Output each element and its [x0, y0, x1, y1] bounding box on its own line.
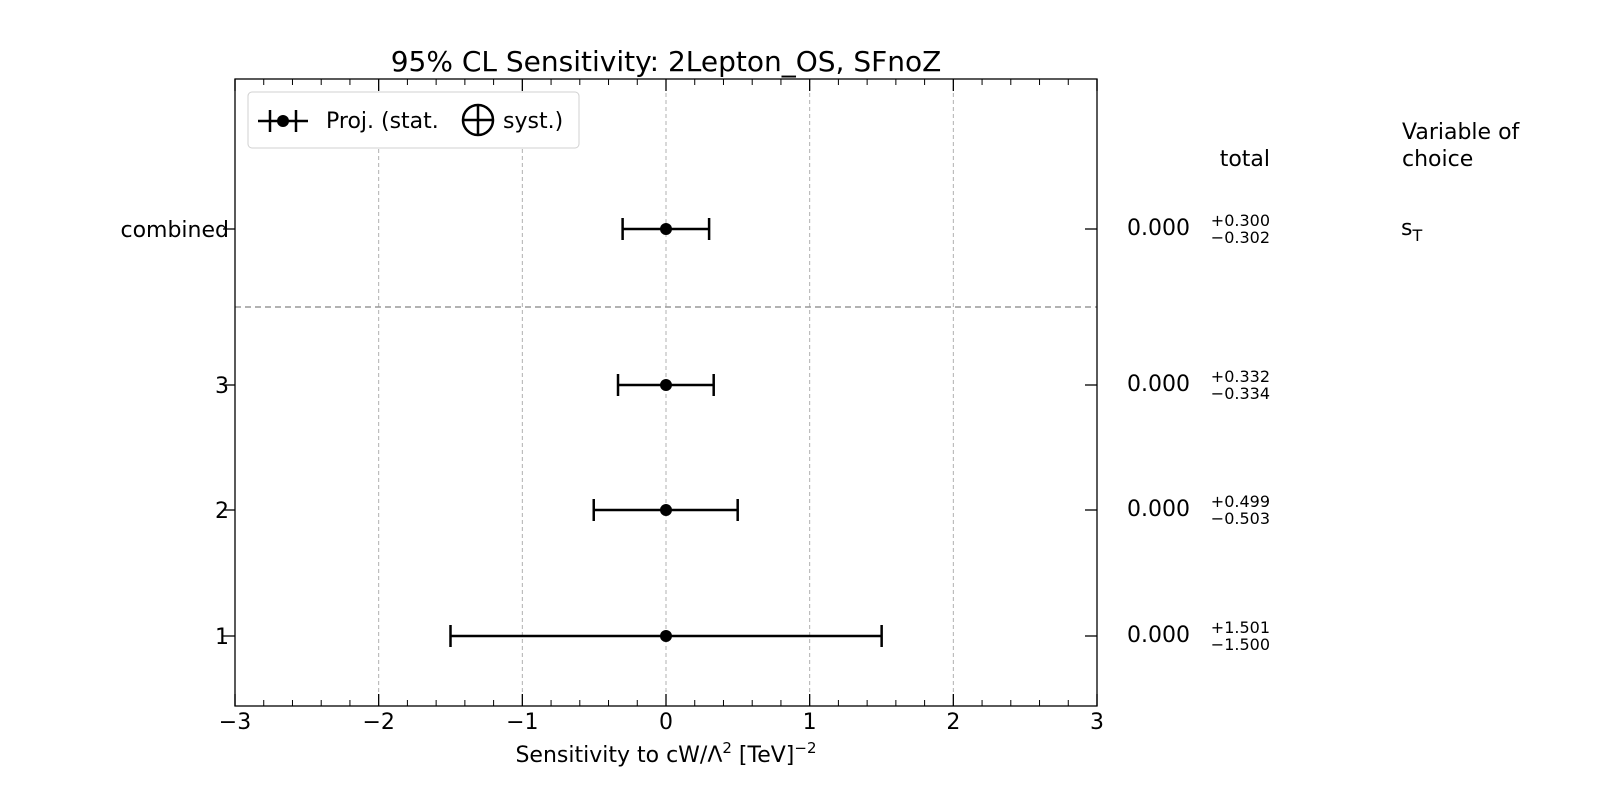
legend-label-syst: syst.) [503, 109, 563, 134]
y-tick-label: 1 [215, 625, 229, 650]
x-tick-label: 2 [946, 710, 960, 735]
legend-errorbar-marker [258, 110, 308, 132]
x-tick-label: −3 [219, 710, 251, 735]
error-plus-text: +0.300 [1211, 211, 1270, 230]
error-bars [449, 218, 883, 647]
error-minus-text: −0.503 [1211, 509, 1270, 528]
oplus-icon [461, 103, 495, 137]
central-value-text: 0.000 [1127, 216, 1190, 241]
error-bar-2 [592, 499, 739, 521]
y-tick-labels: combined 3 2 1 [120, 218, 229, 650]
error-bar-combined [621, 218, 711, 240]
chart-title: 95% CL Sensitivity: 2Lepton_OS, SFnoZ [391, 45, 942, 78]
error-plus-text: +0.332 [1211, 367, 1270, 386]
legend-label-stat: Proj. (stat. [326, 109, 439, 134]
error-plus-text: +1.501 [1211, 618, 1270, 637]
y-tick-label: combined [120, 218, 229, 243]
variable-of-choice: sT [1401, 216, 1422, 245]
error-bar-1 [449, 625, 883, 647]
central-value-point [660, 630, 672, 642]
central-value-point [660, 379, 672, 391]
error-plus-text: +0.499 [1211, 492, 1270, 511]
legend-box [247, 91, 580, 149]
central-value-text: 0.000 [1127, 497, 1190, 522]
variable-header-line1: Variable of [1402, 120, 1521, 145]
x-tick-labels: −3 −2 −1 0 1 2 3 [219, 710, 1104, 735]
y-tick-label: 3 [215, 374, 229, 399]
central-value-point [660, 223, 672, 235]
x-axis-label: Sensitivity to cW/Λ2 [TeV]−2 [515, 739, 816, 768]
x-tick-label: 0 [659, 710, 673, 735]
central-value-point [660, 504, 672, 516]
error-minus-text: −0.302 [1211, 228, 1270, 247]
error-bar-3 [616, 374, 715, 396]
central-value-text: 0.000 [1127, 372, 1190, 397]
variable-header-line2: choice [1402, 147, 1473, 172]
y-tick-label: 2 [215, 499, 229, 524]
axis-ticks [223, 79, 1098, 706]
x-tick-label: −2 [362, 710, 394, 735]
total-column-header: total [1220, 147, 1270, 172]
x-grid [378, 79, 954, 706]
x-tick-label: −1 [506, 710, 538, 735]
legend: Proj. (stat. syst.) [247, 91, 580, 149]
error-minus-text: −0.334 [1211, 384, 1270, 403]
results-table: 0.000 +0.300−0.302 sT 0.000 +0.332−0.334 0.00… [1127, 211, 1422, 654]
central-value-text: 0.000 [1127, 623, 1190, 648]
x-tick-label: 3 [1090, 710, 1104, 735]
error-minus-text: −1.500 [1211, 635, 1270, 654]
x-tick-label: 1 [803, 710, 817, 735]
